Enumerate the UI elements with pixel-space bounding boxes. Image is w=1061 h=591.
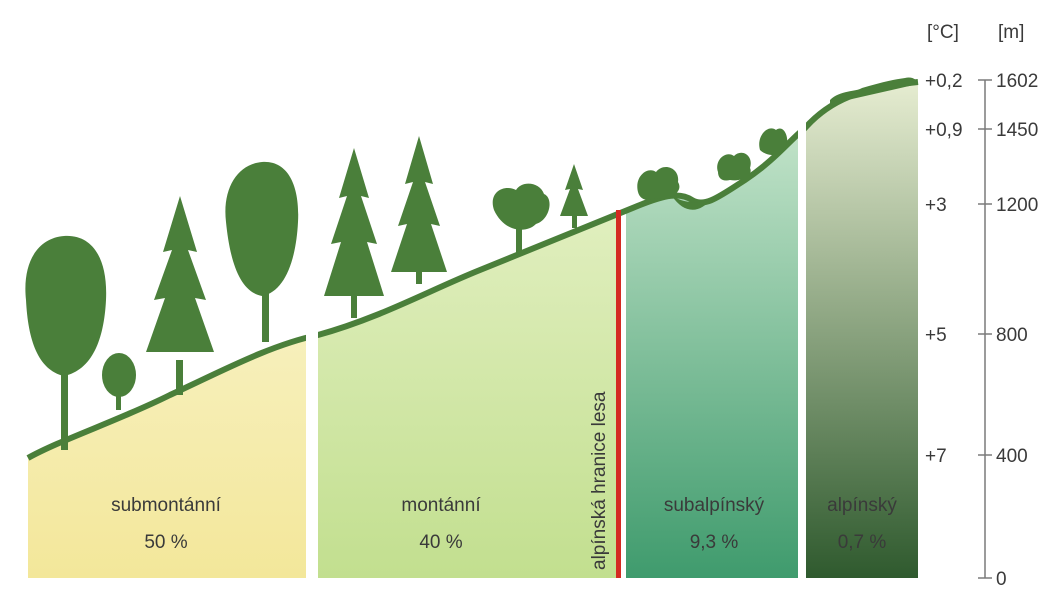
shrub-icon (717, 152, 751, 181)
temperature-label: +7 (925, 446, 947, 467)
spruce-tree-icon (146, 196, 214, 395)
shrub-icon (759, 128, 788, 156)
elevation-label: 1602 (996, 71, 1038, 92)
zone-name-subalpine: subalpínský (664, 495, 765, 516)
elevation-label: 800 (996, 325, 1028, 346)
shrub-icon (637, 167, 680, 200)
zone-share-subalpine: 9,3 % (690, 532, 739, 553)
zone-name-montane: montánní (401, 495, 481, 516)
spruce-tree-icon (391, 136, 447, 284)
elevation-axis-header: [m] (998, 22, 1024, 43)
deciduous-tree-icon (225, 161, 299, 342)
treeline-label: alpínská hranice lesa (589, 391, 610, 570)
elevation-ticks (978, 79, 992, 579)
elevation-label: 1450 (996, 120, 1038, 141)
zone-separator (798, 120, 806, 580)
elevation-label: 400 (996, 446, 1028, 467)
spruce-tree-icon (324, 148, 384, 318)
spruce-tree-icon (560, 164, 588, 228)
temperature-label: +0,2 (925, 71, 963, 92)
temperature-label: +5 (925, 325, 947, 346)
shrub-icon (830, 77, 918, 104)
terrain-ridge (26, 79, 919, 461)
zone-alpine-band (806, 82, 918, 578)
zone-name-alpine: alpínský (827, 495, 897, 516)
temperature-label: +3 (925, 195, 947, 216)
treeline-marker (616, 210, 621, 578)
zone-separator (306, 330, 318, 580)
zone-name-submontane: submontánní (111, 495, 222, 516)
elevation-label: 1200 (996, 195, 1038, 216)
temperature-axis-header: [°C] (927, 22, 959, 43)
shrub-icon (102, 353, 136, 410)
zone-share-submontane: 50 % (144, 532, 187, 553)
zone-share-montane: 40 % (419, 532, 462, 553)
elevation-label: 0 (996, 569, 1007, 590)
vegetation-silhouettes (25, 77, 918, 450)
deciduous-tree-icon (492, 183, 550, 256)
deciduous-tree-icon (25, 235, 107, 450)
temperature-label: +0,9 (925, 120, 963, 141)
terrain-depression (672, 196, 712, 210)
zone-share-alpine: 0,7 % (838, 532, 887, 553)
